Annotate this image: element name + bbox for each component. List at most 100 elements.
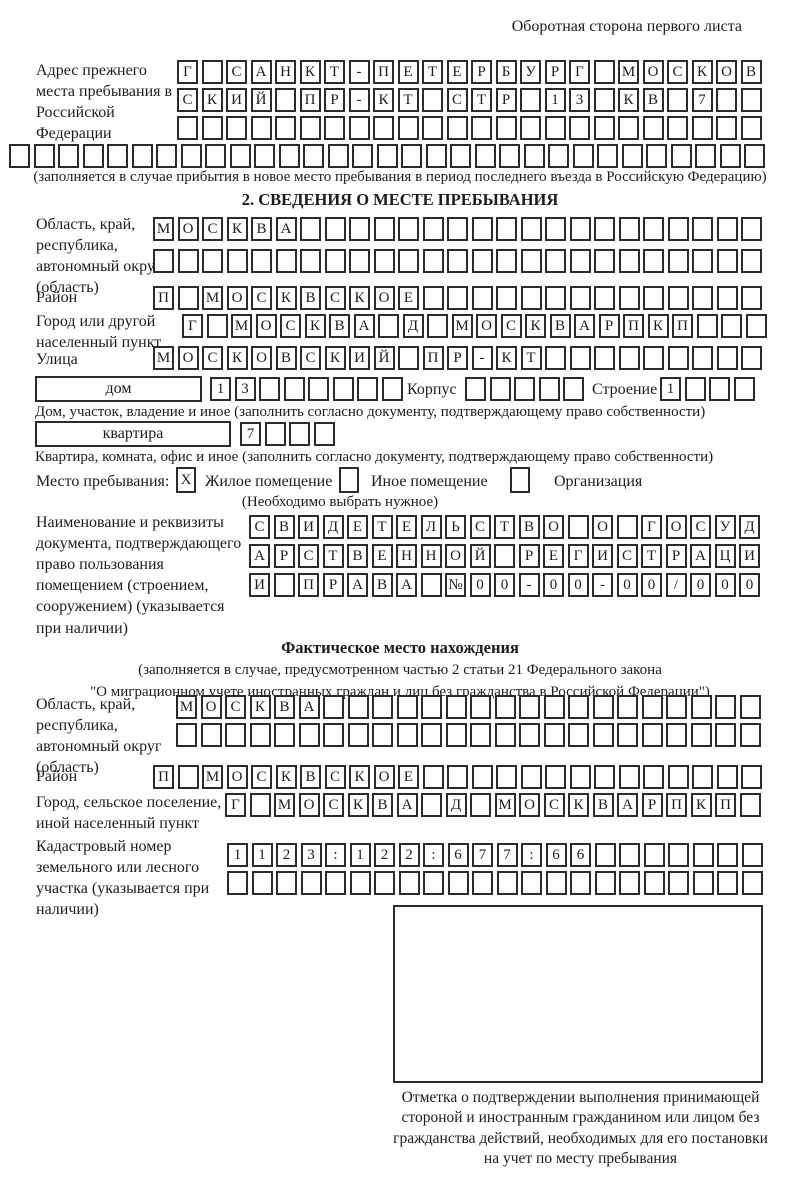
char-cell[interactable] [569,116,590,140]
char-cell[interactable] [666,695,687,719]
char-cell[interactable]: Е [398,765,419,789]
char-cell[interactable] [58,144,79,168]
stay-type-checkbox-organization[interactable] [510,467,530,493]
char-cell[interactable] [421,695,442,719]
char-cell[interactable] [398,346,419,370]
char-cell[interactable] [692,346,713,370]
char-cell[interactable] [264,422,286,446]
char-cell[interactable] [177,286,199,310]
char-cell[interactable]: С [690,515,711,539]
char-cell[interactable]: П [623,314,644,338]
char-cell[interactable] [273,573,295,597]
char-cell[interactable] [422,217,444,241]
char-cell[interactable]: В [300,765,321,789]
char-cell[interactable]: К [249,695,271,719]
char-cell[interactable] [618,286,640,310]
char-cell[interactable] [298,723,320,747]
char-cell[interactable] [594,249,615,273]
char-cell[interactable]: О [177,217,199,241]
char-cell[interactable] [447,249,468,273]
char-cell[interactable] [249,723,271,747]
char-cell[interactable]: П [672,314,693,338]
char-cell[interactable]: Т [471,88,492,112]
char-cell[interactable]: Е [397,60,419,84]
char-cell[interactable] [274,723,295,747]
char-cell[interactable]: В [592,793,614,817]
char-cell[interactable] [489,377,511,401]
char-cell[interactable] [254,144,275,168]
char-cell[interactable]: 6 [545,843,567,867]
char-cell[interactable]: П [715,793,736,817]
char-cell[interactable]: К [496,346,517,370]
char-cell[interactable] [349,871,371,895]
char-cell[interactable] [563,377,584,401]
char-cell[interactable]: Е [543,544,564,568]
char-cell[interactable] [520,286,542,310]
char-cell[interactable]: Р [518,544,540,568]
char-cell[interactable]: К [299,60,321,84]
char-cell[interactable]: К [226,346,248,370]
char-cell[interactable] [496,765,517,789]
char-cell[interactable] [690,723,712,747]
char-cell[interactable]: С [500,314,522,338]
char-cell[interactable] [597,144,618,168]
char-cell[interactable]: В [347,544,368,568]
char-cell[interactable]: 0 [543,573,564,597]
char-cell[interactable] [299,116,321,140]
char-cell[interactable] [569,346,591,370]
char-cell[interactable]: П [373,60,394,84]
char-cell[interactable] [250,116,272,140]
char-cell[interactable] [721,314,742,338]
char-cell[interactable] [519,695,540,719]
char-cell[interactable]: И [249,573,270,597]
char-cell[interactable] [324,116,345,140]
char-cell[interactable]: 3 [234,377,256,401]
char-cell[interactable]: К [568,793,589,817]
char-cell[interactable] [275,249,297,273]
char-cell[interactable] [545,346,566,370]
char-cell[interactable] [569,286,591,310]
char-cell[interactable]: Т [397,88,419,112]
char-cell[interactable] [202,249,223,273]
char-cell[interactable] [572,144,594,168]
char-cell[interactable] [569,217,591,241]
char-cell[interactable] [275,116,296,140]
char-cell[interactable] [520,765,542,789]
char-cell[interactable]: А [275,217,297,241]
char-cell[interactable]: Ц [714,544,736,568]
char-cell[interactable]: П [299,88,321,112]
char-cell[interactable]: О [373,765,395,789]
char-cell[interactable]: Л [420,515,442,539]
char-cell[interactable] [643,217,664,241]
char-cell[interactable]: О [592,515,613,539]
char-cell[interactable] [303,144,324,168]
char-cell[interactable]: И [226,88,247,112]
char-cell[interactable]: К [373,88,394,112]
stay-type-checkbox-residential[interactable]: X [176,467,196,493]
char-cell[interactable] [201,60,223,84]
char-cell[interactable]: С [249,515,270,539]
char-cell[interactable] [472,871,493,895]
char-cell[interactable] [716,346,738,370]
char-cell[interactable]: Т [324,60,345,84]
char-cell[interactable] [373,249,395,273]
char-cell[interactable] [744,144,765,168]
char-cell[interactable]: В [300,286,321,310]
char-cell[interactable] [401,144,422,168]
char-cell[interactable]: 0 [567,573,589,597]
char-cell[interactable]: В [275,346,297,370]
char-cell[interactable] [427,314,448,338]
char-cell[interactable]: О [251,346,272,370]
char-cell[interactable] [471,116,492,140]
char-cell[interactable]: Д [739,515,760,539]
char-cell[interactable] [667,88,688,112]
char-cell[interactable] [739,723,761,747]
char-cell[interactable]: В [642,88,664,112]
char-cell[interactable] [398,217,419,241]
char-cell[interactable] [445,723,467,747]
char-cell[interactable] [521,871,542,895]
char-cell[interactable]: : [521,843,542,867]
char-cell[interactable] [593,116,615,140]
char-cell[interactable]: В [549,314,571,338]
char-cell[interactable]: К [201,88,223,112]
